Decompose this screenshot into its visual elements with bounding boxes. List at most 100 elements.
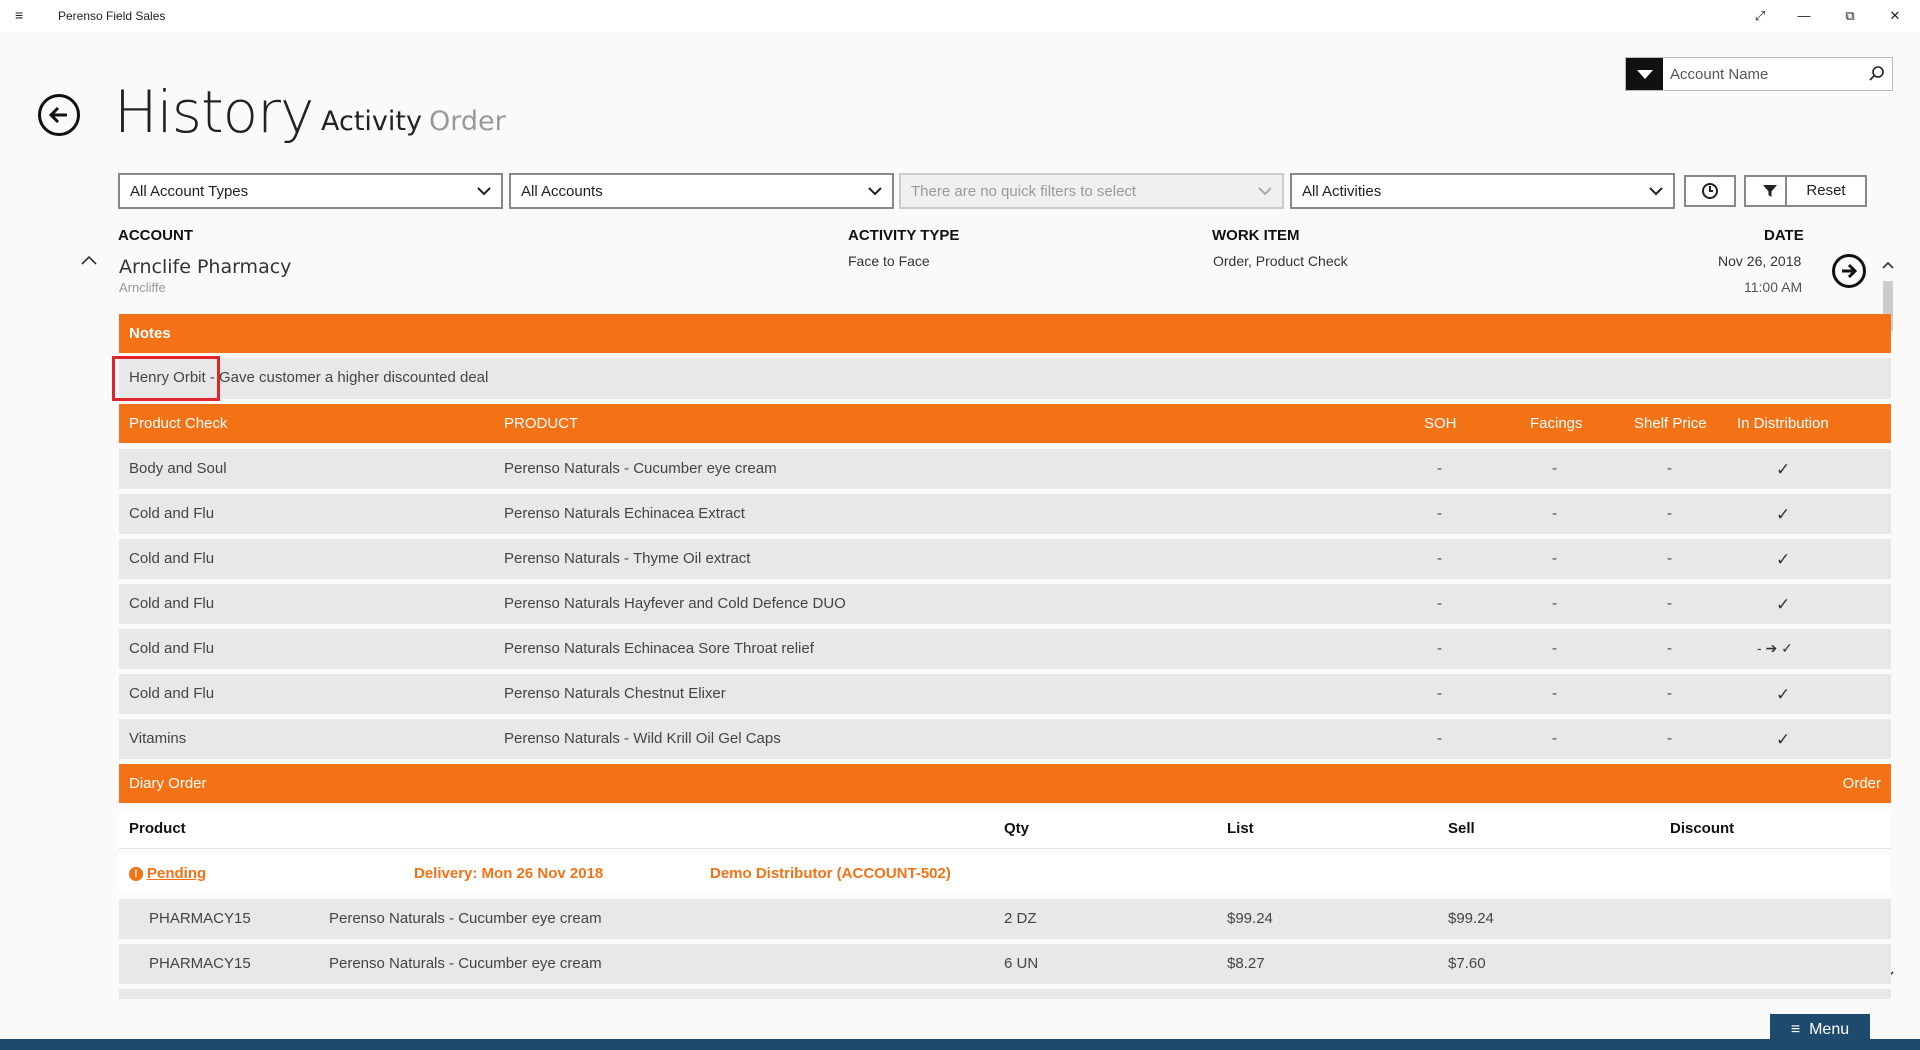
diary-order-label: Diary Order [129,775,207,792]
close-button[interactable]: ✕ [1889,8,1901,23]
reset-button[interactable]: Reset [1785,175,1867,207]
pc-shelf-price: - [1667,505,1672,522]
col-work-item: WORK ITEM [1212,227,1300,244]
order-qty: 2 DZ [1004,910,1037,927]
title-bar: ≡ Perenso Field Sales ⤢ — ⧉ ✕ [0,0,1920,32]
diary-order-header: Diary Order Order [119,764,1891,803]
notes-row: Henry Orbit - Gave customer a higher dis… [119,358,1891,399]
menu-button[interactable]: ≡ Menu [1770,1014,1870,1050]
pc-col-shelf-price: Shelf Price [1634,415,1707,432]
chevron-up-icon[interactable] [80,254,98,266]
app-title: Perenso Field Sales [58,9,166,23]
check-icon: ✓ [1776,460,1791,479]
date-value: Nov 26, 2018 [1718,253,1802,269]
table-row: Cold and Flu Perenso Naturals Chestnut E… [119,674,1891,714]
order-qty: 6 UN [1004,955,1039,972]
table-row-partial [119,989,1891,999]
distributor-name: Demo Distributor (ACCOUNT-502) [710,865,951,882]
order-product: Perenso Naturals - Cucumber eye cream [329,955,602,972]
pc-shelf-price: - [1667,640,1672,657]
time-value: 11:00 AM [1744,279,1803,295]
pc-category: Vitamins [129,730,187,747]
order-sell: $99.24 [1448,910,1494,927]
activity-type-value: Face to Face [848,253,930,269]
pc-category: Cold and Flu [129,640,215,657]
table-row: Vitamins Perenso Naturals - Wild Krill O… [119,719,1891,759]
pc-soh: - [1437,505,1442,522]
order-status-row: ! Pending Delivery: Mon 26 Nov 2018 Demo… [119,854,1891,894]
accounts-select[interactable]: All Accounts [509,173,894,209]
chevron-down-icon [868,187,882,196]
pc-soh: - [1437,460,1442,477]
pc-col-product: PRODUCT [504,415,579,432]
table-row: Cold and Flu Perenso Naturals Echinacea … [119,629,1891,669]
scroll-up-icon[interactable] [1880,258,1896,272]
pc-shelf-price: - [1667,595,1672,612]
chevron-down-icon [1258,187,1272,196]
open-activity-button[interactable] [1832,254,1866,288]
product-check-label: Product Check [129,415,228,432]
pc-category: Cold and Flu [129,505,215,522]
pc-shelf-price: - [1667,685,1672,702]
pc-product: Perenso Naturals Echinacea Extract [504,505,745,522]
page-title: History [114,78,314,146]
pc-category: Body and Soul [129,460,227,477]
pc-category: Cold and Flu [129,595,215,612]
scroll-thumb[interactable] [1883,281,1893,331]
minimize-button[interactable]: — [1797,8,1811,23]
pc-soh: - [1437,550,1442,567]
table-row: Cold and Flu Perenso Naturals Hayfever a… [119,584,1891,624]
order-product: Perenso Naturals - Cucumber eye cream [329,910,602,927]
order-col-qty: Qty [1004,820,1030,837]
order-column-headers: Product Qty List Sell Discount [119,809,1891,849]
account-name-input[interactable] [1670,63,1860,85]
table-row: PHARMACY15 Perenso Naturals - Cucumber e… [119,944,1891,984]
pc-category: Cold and Flu [129,685,215,702]
pending-status-link[interactable]: Pending [147,865,207,882]
pc-facings: - [1552,595,1557,612]
table-row: Body and Soul Perenso Naturals - Cucumbe… [119,449,1891,489]
activities-select[interactable]: All Activities [1290,173,1675,209]
restore-button[interactable]: ⧉ [1845,8,1855,23]
back-button[interactable] [38,94,80,136]
tab-activity[interactable]: Activity [321,106,422,137]
pc-product: Perenso Naturals - Thyme Oil extract [504,550,751,567]
pc-facings: - [1552,730,1557,747]
pc-product: Perenso Naturals - Cucumber eye cream [504,460,777,477]
history-clock-button[interactable] [1684,175,1736,207]
order-col-sell: Sell [1448,820,1475,837]
account-name[interactable]: Arnclife Pharmacy [119,256,292,278]
pc-facings: - [1552,550,1557,567]
order-col-list: List [1227,820,1254,837]
work-item-value: Order, Product Check [1213,253,1348,269]
pc-shelf-price: - [1667,550,1672,567]
hamburger-icon[interactable]: ≡ [15,7,24,23]
account-types-select[interactable]: All Account Types [118,173,503,209]
order-col-discount: Discount [1670,820,1735,837]
search-icon[interactable] [1868,65,1886,83]
account-suburb: Arncliffe [119,280,166,295]
delivery-date: Delivery: Mon 26 Nov 2018 [414,865,604,882]
activities-value: All Activities [1302,183,1382,200]
pc-shelf-price: - [1667,730,1672,747]
warning-icon: ! [129,867,143,881]
order-list: $99.24 [1227,910,1273,927]
check-icon: ✓ [1776,685,1791,704]
pc-category: Cold and Flu [129,550,215,567]
order-code: PHARMACY15 [149,910,251,927]
expand-icon[interactable]: ⤢ [1754,8,1766,23]
order-link[interactable]: Order [1842,775,1881,792]
account-types-value: All Account Types [130,183,249,200]
notes-header-label: Notes [129,325,171,342]
pc-col-soh: SOH [1424,415,1457,432]
tab-order[interactable]: Order [429,106,506,137]
account-dropdown-button[interactable] [1626,58,1663,90]
pc-product: Perenso Naturals - Wild Krill Oil Gel Ca… [504,730,781,747]
product-check-header: Product Check PRODUCT SOH Facings Shelf … [119,404,1891,443]
notes-header: Notes [119,314,1891,353]
pc-facings: - [1552,505,1557,522]
filter-icon [1763,185,1777,197]
accounts-value: All Accounts [521,183,603,200]
pc-col-in-distribution: In Distribution [1737,415,1829,432]
menu-icon: ≡ [1790,1021,1801,1038]
